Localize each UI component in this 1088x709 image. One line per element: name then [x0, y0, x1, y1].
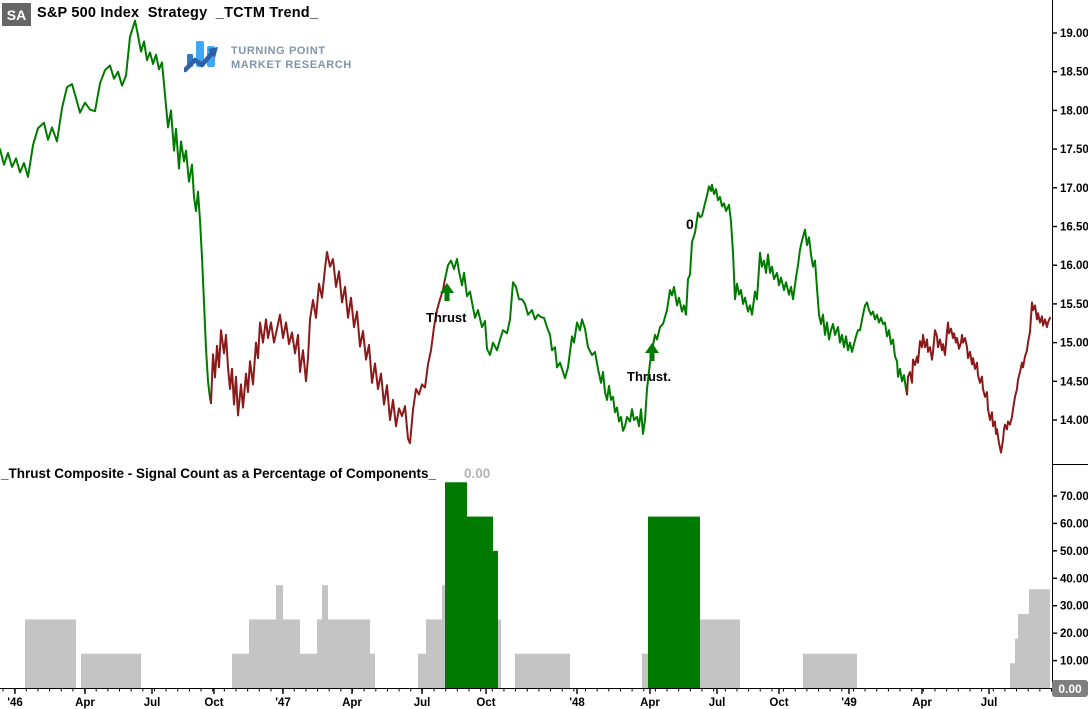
thrust-bar: [276, 585, 283, 688]
thrust-bar: [445, 482, 467, 688]
thrust-tick-label: 40.00: [1060, 573, 1088, 585]
x-axis-label: Oct: [204, 697, 223, 709]
thrust-tick-label: 10.00: [1060, 656, 1088, 668]
price-line-down: [906, 301, 1051, 454]
thrust-tick-label: 20.00: [1060, 628, 1088, 640]
thrust-bar: [467, 516, 493, 688]
thrust-tick-label: 60.00: [1060, 518, 1088, 530]
price-tick-label: 16.50: [1060, 222, 1088, 234]
thrust-bar: [300, 653, 317, 688]
thrust-bar: [81, 653, 141, 688]
thrust-bar: [328, 619, 370, 688]
price-tick-label: 18.50: [1060, 67, 1088, 79]
thrust-up-arrow: [645, 343, 659, 361]
price-tick-label: 17.00: [1060, 183, 1088, 195]
price-tick-label: 14.00: [1060, 415, 1088, 427]
thrust-bar: [232, 653, 249, 688]
price-tick-label: 14.50: [1060, 376, 1088, 388]
zero-annotation: 0: [686, 216, 694, 232]
logo-text: TURNING POINT MARKET RESEARCH: [231, 45, 352, 73]
logo-bars-icon: [182, 37, 224, 80]
thrust-tick-label: 30.00: [1060, 601, 1088, 613]
thrust-annotation-2: Thrust.: [627, 369, 672, 384]
x-axis-label: Apr: [912, 697, 932, 709]
thrust-tick-label: 70.00: [1060, 491, 1088, 503]
thrust-bar: [249, 619, 276, 688]
thrust-annotation-1: Thrust: [426, 310, 467, 325]
x-axis-label: '47: [275, 697, 291, 709]
thrust-bar: [418, 653, 426, 688]
thrust-bar: [370, 653, 375, 688]
x-axis-label: Apr: [640, 697, 660, 709]
x-axis-label: '46: [7, 697, 23, 709]
price-tick-label: 15.00: [1060, 338, 1088, 350]
x-axis-label: Jul: [981, 697, 998, 709]
thrust-bar: [493, 550, 498, 688]
thrust-panel-title: _Thrust Composite - Signal Count as a Pe…: [1, 466, 437, 481]
brand-logo: TURNING POINT MARKET RESEARCH: [182, 37, 352, 80]
thrust-bar: [1015, 638, 1018, 688]
x-axis-label: Apr: [75, 697, 95, 709]
logo-line-2: MARKET RESEARCH: [231, 58, 352, 71]
price-line-down: [210, 251, 446, 445]
x-axis-label: '49: [841, 697, 857, 709]
thrust-up-arrow: [440, 283, 454, 301]
price-tick-label: 15.50: [1060, 299, 1088, 311]
price-line-up: [444, 183, 908, 435]
thrust-bar: [515, 653, 570, 688]
price-tick-label: 16.00: [1060, 260, 1088, 272]
thrust-bar: [322, 585, 328, 688]
x-axis-label: Jul: [144, 697, 161, 709]
thrust-bar: [1010, 663, 1015, 688]
thrust-tick-label: 50.00: [1060, 546, 1088, 558]
chart-title: S&P 500 Index Strategy _TCTM Trend_: [37, 5, 319, 21]
thrust-bar: [1018, 613, 1029, 688]
thrust-bar: [642, 653, 648, 688]
thrust-bar: [283, 619, 300, 688]
thrust-bar: [803, 653, 857, 688]
thrust-panel-current-value: 0.00: [464, 466, 491, 481]
x-axis-label: Jul: [709, 697, 726, 709]
price-tick-label: 18.00: [1060, 105, 1088, 117]
thrust-bar: [648, 516, 700, 688]
symbol-badge: SA: [2, 3, 31, 26]
thrust-bar: [498, 619, 501, 688]
thrust-bar: [25, 619, 76, 688]
x-axis-label: Jul: [414, 697, 431, 709]
x-axis-label: '48: [569, 697, 585, 709]
thrust-bar: [442, 585, 445, 688]
price-line-up: [0, 19, 212, 404]
price-tick-label: 17.50: [1060, 144, 1088, 156]
logo-line-1: TURNING POINT: [231, 44, 326, 57]
thrust-bar: [317, 619, 322, 688]
price-tick-label: 19.00: [1060, 28, 1088, 40]
thrust-bar: [700, 619, 740, 688]
thrust-axis-value-badge: 0.00: [1052, 680, 1088, 697]
x-axis-label: Oct: [769, 697, 788, 709]
x-axis-label: Oct: [476, 697, 495, 709]
thrust-bar: [1029, 589, 1050, 688]
x-axis-label: Apr: [342, 697, 362, 709]
thrust-bar: [426, 619, 442, 688]
